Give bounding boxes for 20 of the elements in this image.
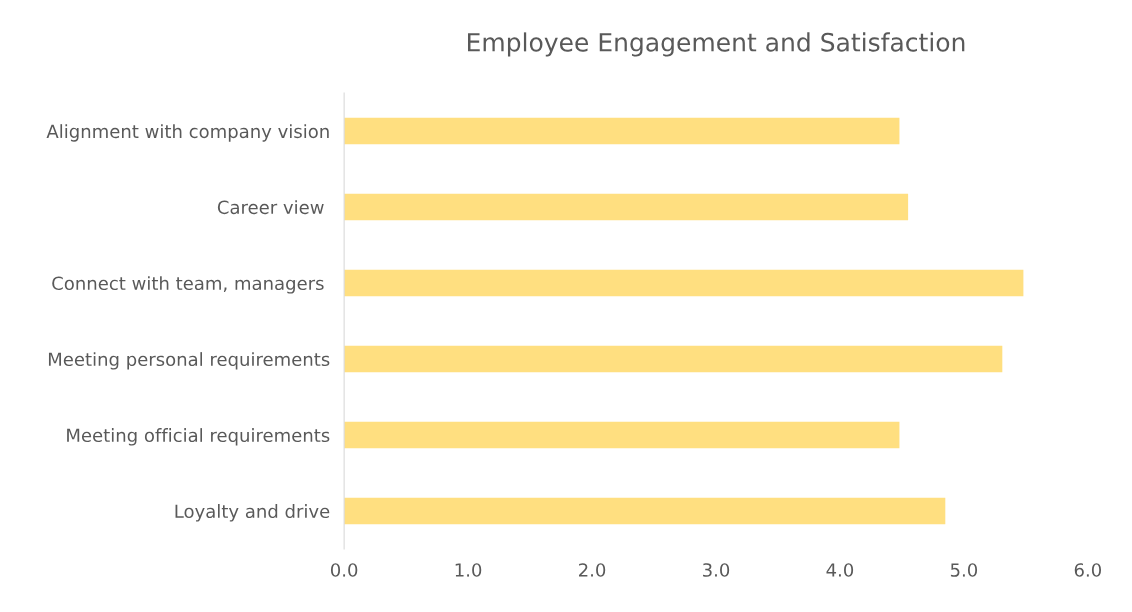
chart-title: Employee Engagement and Satisfaction xyxy=(468,32,965,57)
y-tick-label: Meeting personal requirements xyxy=(48,352,330,370)
x-tick-label: 5.0 xyxy=(950,563,978,577)
y-tick-label: Meeting official requirements xyxy=(67,428,330,446)
bar xyxy=(344,269,1024,297)
bar xyxy=(344,345,1003,373)
y-tick-label: Loyalty and drive xyxy=(175,504,330,522)
y-tick-label: Alignment with company vision xyxy=(46,124,329,142)
y-tick-label: Connect with team, managers xyxy=(52,276,324,294)
x-tick-label: 3.0 xyxy=(703,563,730,577)
bar xyxy=(344,193,909,221)
y-tick-label: Career view xyxy=(217,200,324,215)
bar xyxy=(344,117,900,145)
x-tick-label: 1.0 xyxy=(455,563,482,577)
bar xyxy=(344,421,900,449)
x-tick-label: 0.0 xyxy=(330,563,358,577)
x-tick-label: 4.0 xyxy=(826,563,854,577)
bar xyxy=(344,497,946,525)
x-tick-label: 2.0 xyxy=(579,563,606,577)
x-tick-label: 6.0 xyxy=(1074,563,1102,577)
